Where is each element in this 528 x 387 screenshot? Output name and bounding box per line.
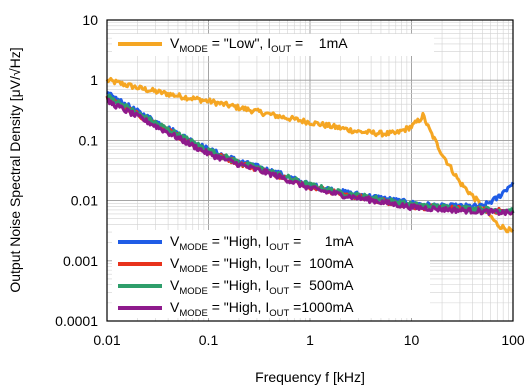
series-line — [106, 97, 515, 216]
legend-label: VMODE = "High, IOUT =1000mA — [170, 299, 354, 319]
legend-entry: VMODE = "High, IOUT =1000mA — [118, 299, 354, 319]
legend-box — [112, 230, 430, 318]
x-tick-label: 1 — [306, 332, 314, 348]
x-tick-label: 0.1 — [199, 332, 219, 348]
y-tick-label: 0.1 — [79, 132, 99, 148]
legend-label: VMODE = "High, IOUT = 100mA — [170, 255, 354, 275]
y-tick-label: 0.001 — [63, 253, 98, 269]
plot-frame — [106, 19, 514, 322]
y-axis-title: Output Noise Spectral Density [μV/√Hz] — [7, 47, 23, 292]
legend-entry: VMODE = "Low", IOUT = 1mA — [112, 34, 434, 56]
series-line — [105, 76, 515, 234]
series-line — [106, 93, 515, 214]
x-tick-label: 0.01 — [93, 332, 120, 348]
x-tick-label: 10 — [404, 332, 420, 348]
series-layer — [105, 76, 515, 234]
tick-labels: 0.01 0.1 1 10 100 0.0001 0.001 0.01 0.1 1 10 — [55, 12, 525, 348]
x-axis-title: Frequency f [kHz] — [255, 369, 365, 385]
y-tick-label: 0.01 — [71, 193, 98, 209]
x-tick-label: 100 — [501, 332, 525, 348]
legend-background — [112, 34, 434, 56]
y-tick-label: 1 — [90, 72, 98, 88]
y-tick-label: 0.0001 — [55, 313, 98, 329]
legend-entry: VMODE = "High, IOUT = 500mA — [118, 277, 354, 297]
legends: VMODE = "Low", IOUT = 1mA VMODE = "High, … — [112, 34, 434, 319]
y-tick-label: 10 — [82, 12, 98, 28]
legend-label: VMODE = "Low", IOUT = 1mA — [170, 35, 348, 55]
legend-entry: VMODE = "High, IOUT = 1mA — [118, 233, 354, 253]
legend-label: VMODE = "High, IOUT = 500mA — [170, 277, 354, 297]
legend-label: VMODE = "High, IOUT = 1mA — [170, 233, 354, 253]
legend-entry: VMODE = "High, IOUT = 100mA — [118, 255, 354, 275]
